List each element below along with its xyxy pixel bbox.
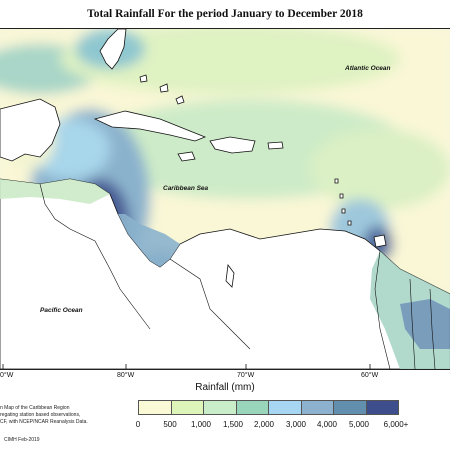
note-line-1: n Map of the Caribbean Region [0,405,70,411]
legend-break-3: 1,000 [190,420,212,429]
credit-text: CIMH Feb-2019 [4,437,40,443]
border-colombia-venezuela [169,258,251,350]
land-bahamas-1 [139,74,148,83]
longitude-ticks [2,364,371,369]
land-antilles-4 [347,220,352,226]
land-antilles-3 [341,208,346,214]
tick-label-70w: 70°W [237,372,255,379]
legend-swatch-1 [139,401,172,414]
border-suriname-guiana [429,288,436,369]
legend-break-5: 2,000 [253,420,275,429]
legend-break-2: 500 [163,420,177,429]
land-puerto-rico [267,141,284,150]
legend-break-1: 0 [135,420,141,429]
map-title: Total Rainfall For the period January to… [87,8,363,20]
label-atlantic-ocean: Atlantic Ocean [345,65,391,72]
land-antilles-2 [339,193,344,199]
tick-label-0: 0°W [0,372,14,379]
land [0,29,450,369]
legend-break-9: 6,000+ [383,420,409,429]
rainfall-map: Atlantic Ocean Caribbean Sea Pacific Oce… [0,28,450,370]
borders [39,183,436,369]
land-maracaibo [225,263,235,288]
land-trinidad [373,234,387,248]
land-bahamas-2 [159,83,169,93]
legend-swatch-8 [366,401,398,414]
legend-swatch-3 [204,401,237,414]
legend-swatch-2 [171,401,204,414]
tick-label-80w: 80°W [117,372,135,379]
label-pacific-ocean: Pacific Ocean [40,307,83,314]
tick-label-60w: 60°W [361,372,379,379]
land-florida [99,29,127,70]
land-jamaica [177,151,196,162]
legend-labels: 0 500 1,000 1,500 2,000 3,000 4,000 5,00… [0,420,450,432]
note-line-2: regating station based observations, [0,412,81,418]
land-antilles-1 [334,178,339,184]
label-caribbean-sea: Caribbean Sea [163,185,209,192]
legend-swatch-4 [236,401,269,414]
legend-swatch-5 [269,401,302,414]
shade-east [310,129,450,209]
land-shading [0,179,450,369]
legend-break-4: 1,500 [222,420,244,429]
note-line-3: CF, with NCEP/NCAR Reanalysis Data. [0,419,88,425]
land-hispaniola [209,136,256,154]
map-svg [0,29,450,369]
land-cuba [93,110,207,142]
land-yucatan [0,98,61,162]
legend-break-8: 5,000 [348,420,370,429]
land-bahamas-3 [175,95,185,105]
legend-swatch-6 [301,401,334,414]
border-guyana-suriname [409,278,416,369]
legend-swatch-7 [334,401,367,414]
legend-bar [138,400,399,415]
border-central-america [39,183,151,330]
legend-break-6: 3,000 [285,420,307,429]
border-venezuela-guyana [374,250,391,369]
legend-title: Rainfall (mm) [195,382,255,393]
legend-break-7: 4,000 [316,420,338,429]
